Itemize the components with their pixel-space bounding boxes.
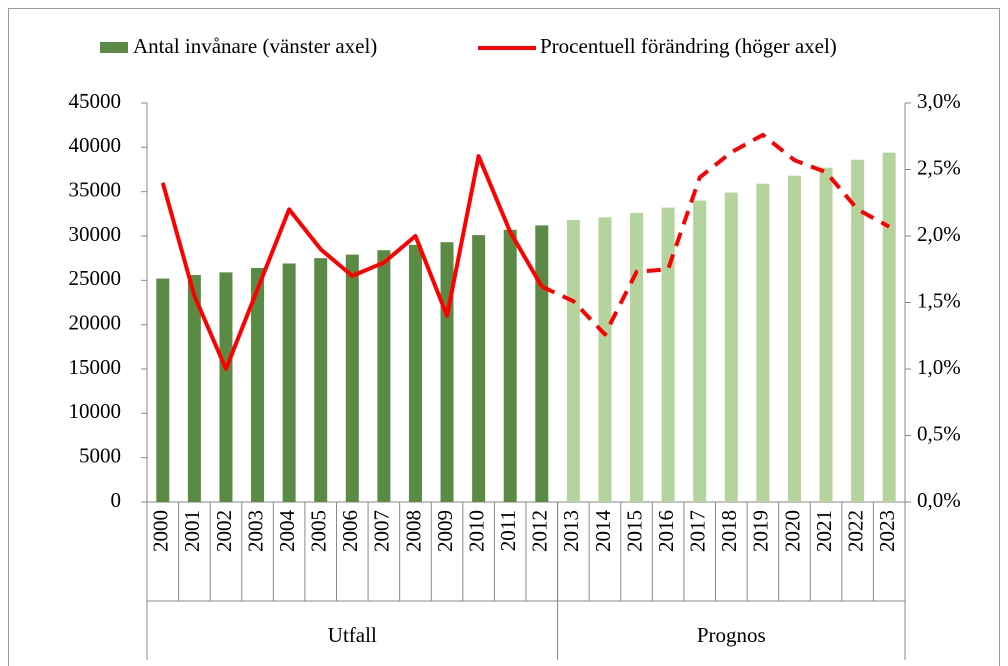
x-tick-label: 2000 (149, 510, 173, 552)
x-tick-label: 2018 (717, 510, 741, 552)
bar (598, 217, 612, 502)
y2-tick-label: 2,0% (917, 222, 961, 246)
x-tick-label: 2016 (654, 510, 678, 552)
bar (819, 167, 833, 502)
x-tick-label: 2017 (686, 510, 710, 552)
bar (693, 200, 707, 503)
x-tick-label: 2019 (749, 510, 773, 552)
x-tick-label: 2004 (275, 510, 299, 553)
y-tick-label: 35000 (69, 177, 122, 201)
bar (219, 272, 233, 502)
x-tick-label: 2007 (370, 510, 394, 552)
bar (503, 229, 517, 502)
y-tick-label: 15000 (69, 355, 122, 379)
bar (377, 250, 391, 502)
bar (282, 263, 296, 502)
y2-tick-label: 2,5% (917, 155, 961, 179)
y2-tick-label: 3,0% (917, 89, 961, 113)
y-tick-label: 45000 (69, 89, 122, 113)
line-series (160, 154, 544, 371)
bar (156, 278, 170, 502)
legend-swatch (100, 42, 128, 53)
legend-label: Procentuell förändring (höger axel) (540, 34, 837, 58)
y2-tick-label: 1,0% (917, 355, 961, 379)
bar (314, 258, 328, 502)
x-tick-label: 2013 (559, 510, 583, 552)
bar (661, 207, 675, 503)
y-tick-label: 30000 (69, 222, 122, 246)
bar (882, 152, 896, 503)
x-tick-label: 2001 (180, 510, 204, 552)
bar (345, 254, 359, 502)
bar (756, 183, 770, 503)
y-tick-label: 25000 (69, 266, 122, 290)
bar (851, 159, 865, 502)
x-tick-label: 2003 (243, 510, 267, 552)
bar (724, 192, 738, 502)
x-tick-label: 2006 (338, 510, 362, 552)
group-label: Utfall (328, 623, 377, 647)
y2-tick-label: 0,5% (917, 421, 961, 445)
x-tick-label: 2008 (401, 510, 425, 552)
x-tick-label: 2023 (875, 510, 899, 552)
x-tick-label: 2022 (843, 510, 867, 552)
y2-tick-label: 0,0% (917, 488, 961, 512)
y-tick-label: 40000 (69, 133, 122, 157)
x-tick-label: 2005 (307, 510, 331, 552)
x-tick-label: 2015 (622, 510, 646, 552)
x-tick-label: 2002 (212, 510, 236, 552)
legend-label: Antal invånare (vänster axel) (133, 34, 377, 58)
x-tick-label: 2012 (528, 510, 552, 552)
group-label: Prognos (697, 623, 766, 647)
y-tick-label: 10000 (69, 399, 122, 423)
line-series (540, 132, 891, 337)
bar (408, 244, 422, 502)
bar (535, 225, 549, 503)
y2-tick-label: 1,5% (917, 288, 961, 312)
y-tick-label: 5000 (79, 443, 121, 467)
y-tick-label: 20000 (69, 310, 122, 334)
bar (440, 242, 454, 502)
x-tick-label: 2021 (812, 510, 836, 552)
y-tick-label: 0 (111, 488, 122, 512)
bar (187, 275, 201, 502)
x-tick-label: 2014 (591, 510, 615, 553)
x-tick-label: 2020 (780, 510, 804, 552)
bar (472, 235, 486, 502)
x-tick-label: 2009 (433, 510, 457, 552)
bar (787, 175, 801, 502)
x-tick-label: 2010 (464, 510, 488, 552)
x-tick-label: 2011 (496, 510, 520, 551)
bar (566, 220, 580, 503)
bar (630, 212, 644, 503)
bar (251, 267, 265, 502)
